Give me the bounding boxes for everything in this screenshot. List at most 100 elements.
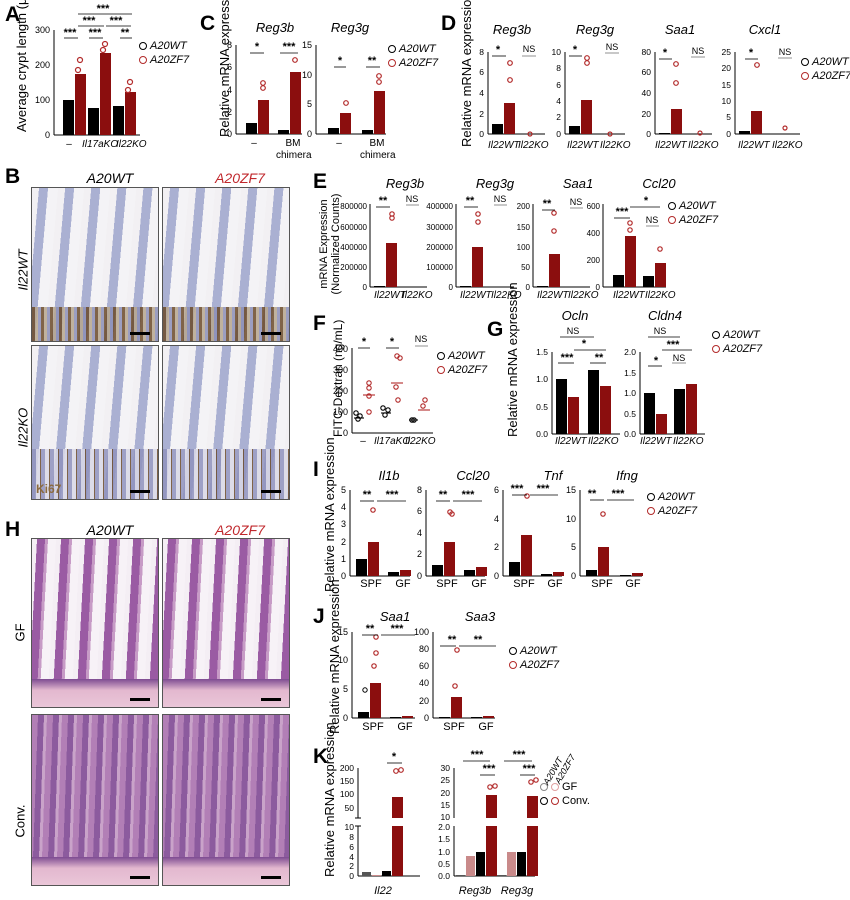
svg-text:**: **: [379, 195, 388, 207]
zf7-marker-icon: [712, 345, 720, 353]
panel-label-e: E: [313, 170, 328, 193]
legend-i: A20WT A20ZF7: [647, 490, 697, 518]
svg-text:10: 10: [552, 47, 562, 57]
svg-text:20: 20: [642, 109, 652, 119]
svg-text:15: 15: [338, 627, 348, 637]
x-label-g-0: Il22WT: [555, 436, 587, 447]
svg-text:200000: 200000: [340, 263, 367, 272]
svg-text:0: 0: [556, 129, 561, 139]
svg-text:600: 600: [587, 202, 601, 211]
gene-title-e-3: Ccl20: [642, 176, 676, 191]
svg-text:10: 10: [566, 514, 576, 524]
svg-text:**: **: [474, 634, 483, 646]
svg-text:4: 4: [494, 514, 499, 524]
zf7-gf-marker-icon: [551, 783, 559, 791]
gene-title-i-0: Il1b: [378, 468, 400, 483]
svg-text:***: ***: [64, 27, 78, 39]
svg-text:NS: NS: [673, 353, 686, 363]
x-label-e-3: Il22KO: [491, 290, 522, 301]
svg-text:***: ***: [612, 488, 626, 500]
svg-text:10: 10: [302, 70, 312, 80]
svg-text:NS: NS: [570, 197, 583, 207]
svg-text:***: ***: [110, 15, 124, 27]
svg-text:0.0: 0.0: [438, 871, 450, 881]
wt-conv-marker-icon: [540, 797, 548, 805]
svg-text:8: 8: [227, 40, 232, 50]
x-label-k-0: Il22: [374, 885, 392, 897]
svg-text:**: **: [543, 198, 552, 210]
svg-text:0: 0: [227, 129, 232, 139]
chart-e: 0 200000 400000 600000 800000 0 100000 200000 3…: [340, 194, 666, 292]
x-label-f-0: –: [360, 436, 366, 447]
svg-text:10: 10: [722, 96, 732, 106]
svg-text:0: 0: [526, 283, 531, 292]
svg-text:***: ***: [471, 749, 485, 761]
svg-text:5: 5: [571, 542, 576, 552]
x-label-i-0: SPF: [360, 578, 382, 590]
svg-text:1: 1: [341, 554, 346, 564]
col-title-b-zf7: A20ZF7: [215, 170, 265, 186]
legend-f: A20WT A20ZF7: [437, 349, 487, 377]
svg-text:4: 4: [341, 502, 346, 512]
svg-text:0: 0: [571, 571, 576, 581]
x-label-g-3: Il22KO: [673, 436, 704, 447]
gene-title-e-1: Reg3g: [475, 176, 515, 191]
svg-text:200: 200: [333, 386, 348, 396]
x-label-f-2: Il22KO: [405, 436, 436, 447]
x-label-i-1: GF: [395, 578, 411, 590]
svg-text:*: *: [644, 195, 649, 207]
x-label-e-0: Il22WT: [374, 290, 406, 301]
gene-title-c-reg3b: Reg3b: [255, 20, 295, 35]
x-label-j-1: GF: [397, 721, 413, 733]
svg-text:2.0: 2.0: [624, 347, 636, 357]
x-label-e-5: Il22KO: [568, 290, 599, 301]
svg-text:100: 100: [340, 789, 354, 799]
legend-k: A20WT A20ZF7 GF Conv.: [540, 752, 590, 807]
svg-text:1.5: 1.5: [536, 347, 548, 357]
wt-marker-icon: [509, 647, 517, 655]
legend-g: A20WT A20ZF7: [712, 328, 762, 356]
svg-text:***: ***: [83, 15, 97, 27]
svg-text:4: 4: [479, 88, 484, 98]
col-title-h-zf7: A20ZF7: [215, 522, 265, 538]
svg-text:4: 4: [417, 528, 422, 538]
svg-text:200: 200: [340, 763, 354, 773]
svg-text:NS: NS: [654, 326, 667, 336]
row-title-b-il22wt: Il22WT: [15, 249, 31, 291]
svg-text:300: 300: [333, 365, 348, 375]
svg-text:*: *: [582, 338, 587, 350]
svg-text:10: 10: [345, 822, 355, 832]
svg-text:2.0: 2.0: [438, 822, 450, 832]
x-label-g-1: Il22KO: [588, 436, 619, 447]
svg-text:1.5: 1.5: [438, 834, 450, 844]
svg-text:100000: 100000: [426, 263, 453, 272]
legend-c: A20WT A20ZF7: [388, 42, 438, 70]
svg-text:**: **: [439, 489, 448, 501]
svg-text:1.0: 1.0: [536, 374, 548, 384]
x-label-j-2: SPF: [443, 721, 465, 733]
svg-text:***: ***: [523, 763, 537, 775]
svg-text:0: 0: [646, 129, 651, 139]
svg-text:***: ***: [97, 3, 111, 15]
x-label-i-4: SPF: [513, 578, 535, 590]
x-label-k-2: Reg3g: [500, 885, 534, 897]
ihc-image-wt-il22ko: Ki67: [31, 345, 159, 500]
svg-text:*: *: [338, 55, 343, 67]
svg-text:0: 0: [596, 283, 601, 292]
x-label-e-1: Il22KO: [402, 290, 433, 301]
ihc-image-zf7-il22wt: [162, 187, 290, 342]
panel-label-h: H: [5, 518, 21, 541]
svg-text:40: 40: [642, 88, 652, 98]
svg-text:*: *: [255, 41, 260, 53]
x-label-e-6: Il22WT: [613, 290, 645, 301]
svg-text:***: ***: [513, 749, 527, 761]
gene-title-e-2: Saa1: [562, 176, 594, 191]
svg-text:200: 200: [587, 256, 601, 265]
svg-text:***: ***: [511, 483, 525, 495]
gene-title-i-2: Tnf: [543, 468, 563, 483]
svg-text:6: 6: [479, 67, 484, 77]
svg-text:15: 15: [722, 80, 732, 90]
